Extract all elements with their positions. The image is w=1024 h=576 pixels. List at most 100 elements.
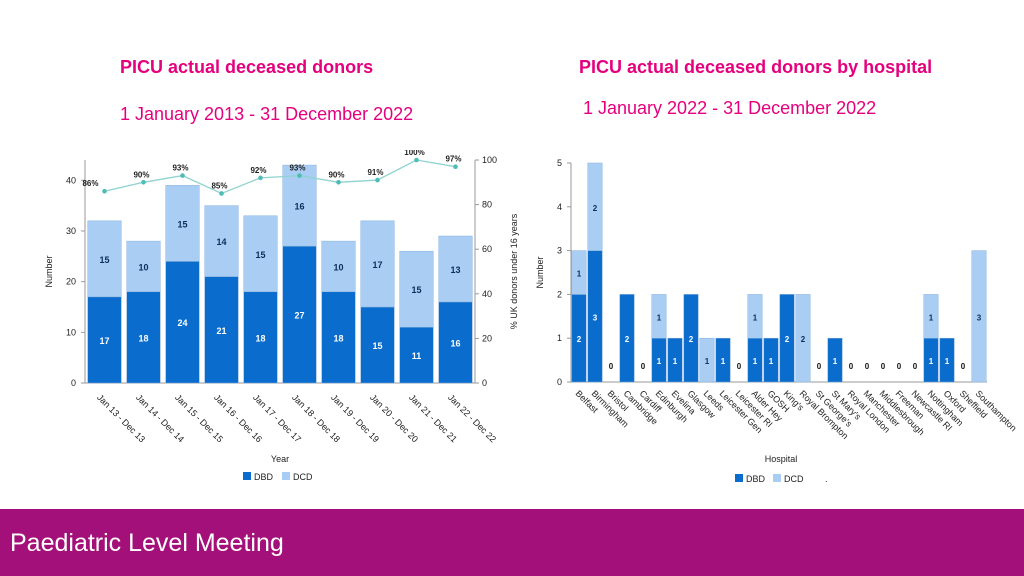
left-legend-dbd-label: DBD [254, 472, 274, 482]
right-bar-dbd [827, 337, 843, 383]
left-percentage-label: 85% [211, 181, 227, 190]
left-bar-dbd [438, 301, 473, 384]
right-bar-dcd-label: 2 [593, 204, 598, 213]
right-legend-dot: . [825, 474, 828, 484]
right-bar-dbd [715, 337, 731, 383]
right-y-tick-label: 5 [557, 158, 562, 168]
right-bar-dbd-label: 0 [913, 362, 918, 371]
left-percentage-point [336, 180, 341, 185]
left-y-tick-label: 10 [66, 327, 76, 337]
left-bar-dcd [165, 185, 200, 262]
left-bar-dcd-label: 10 [333, 262, 343, 272]
left-percentage-point [258, 175, 263, 181]
right-bar-dbd-label: 1 [833, 357, 838, 366]
left-percentage-point [102, 188, 107, 194]
left-bar-dbd-label: 11 [412, 351, 422, 361]
left-percentage-point [141, 180, 146, 185]
left-y2-tick-label: 40 [482, 289, 492, 299]
left-bar-dcd [282, 164, 317, 247]
right-y-axis-title: Number [535, 256, 545, 288]
right-chart-title: PICU actual deceased donors by hospital [579, 57, 933, 77]
left-chart-title: PICU actual deceased donors [120, 57, 374, 77]
left-y2-tick-label: 60 [482, 244, 492, 254]
right-bar-dbd-label: 0 [961, 362, 966, 371]
right-bar-dcd [571, 250, 587, 295]
left-percentage-label: 86% [82, 179, 98, 188]
left-y-tick-label: 20 [66, 277, 76, 287]
left-bar-dcd-label: 14 [216, 237, 226, 247]
right-bar-dbd-label: 2 [785, 335, 790, 344]
right-bar-dbd-label: 0 [817, 362, 822, 371]
left-bar-dbd [360, 306, 395, 384]
left-y2-tick-label: 20 [482, 333, 492, 343]
left-bar-dbd-label: 24 [177, 318, 187, 328]
right-bar-dcd [651, 294, 667, 339]
left-bar-dbd-label: 27 [294, 311, 304, 321]
left-bar-dcd-label: 10 [138, 262, 148, 272]
left-bar-dcd [243, 215, 278, 293]
right-bar-dcd-label: 1 [753, 313, 758, 322]
left-bar-dcd-label: 15 [255, 250, 265, 260]
right-bar-dbd-label: 0 [849, 362, 854, 371]
left-y-axis-title: Number [44, 255, 54, 287]
right-bar-dbd-label: 1 [657, 357, 662, 366]
right-y-tick-label: 2 [557, 289, 562, 299]
right-bar-dcd [923, 294, 939, 339]
left-bar-dbd-label: 17 [99, 336, 109, 346]
left-percentage-label: 90% [133, 170, 149, 179]
left-percentage-line [104, 159, 456, 195]
right-bar-dbd-label: 2 [625, 335, 630, 344]
left-percentage-point [180, 173, 185, 178]
left-bar-dbd-label: 16 [450, 338, 460, 348]
right-bar-dbd-label: 0 [897, 362, 902, 371]
left-percentage-point [297, 173, 302, 178]
left-bar-dbd [87, 296, 122, 384]
left-bar-dbd [243, 291, 278, 384]
left-percentage-label: 90% [328, 170, 344, 179]
left-y2-axis-title: % UK donors under 16 years [509, 213, 519, 329]
left-legend-dcd-swatch [282, 472, 290, 480]
right-y-tick-label: 4 [557, 202, 562, 212]
right-legend-dcd-label: DCD [784, 474, 804, 484]
left-bar-dbd [165, 261, 200, 384]
right-bar-dbd-label: 3 [593, 313, 598, 322]
left-bar-dcd [438, 235, 473, 303]
right-bar-dbd-label: 0 [881, 362, 886, 371]
left-bar-dbd-label: 18 [138, 333, 148, 343]
left-bar-dbd-label: 18 [333, 333, 343, 343]
left-bar-dcd-label: 15 [99, 255, 109, 265]
left-y-tick-label: 40 [66, 175, 76, 185]
left-x-axis-title: Year [271, 454, 289, 464]
left-y2-tick-label: 100 [482, 155, 497, 165]
right-bar-dcd [699, 337, 715, 383]
left-y2-tick-label: 0 [482, 378, 487, 388]
left-percentage-label: 92% [250, 166, 266, 175]
left-bar-dbd [204, 276, 239, 384]
right-bar-dbd [667, 337, 683, 383]
right-legend-dcd-swatch [773, 474, 781, 482]
left-percentage-point [375, 177, 380, 183]
left-y-tick-label: 0 [71, 378, 76, 388]
right-y-tick-label: 0 [557, 377, 562, 387]
right-bar-dbd-label: 1 [721, 357, 726, 366]
right-stacked-bar-chart: 01234521Belfast32Birmingham0Bristol2Camb… [535, 158, 1019, 484]
left-legend-dbd-swatch [243, 472, 251, 480]
right-bar-dbd-label: 0 [609, 362, 614, 371]
left-bar-dbd-label: 21 [216, 326, 226, 336]
left-bar-dcd [204, 205, 239, 277]
left-percentage-label: 91% [367, 168, 383, 177]
footer-title: Paediatric Level Meeting [10, 529, 284, 557]
left-y2-tick-label: 80 [482, 200, 492, 210]
right-bar-dcd-label: 1 [657, 313, 662, 322]
left-bar-dcd [360, 220, 395, 308]
right-bar-dcd-label: 1 [705, 357, 710, 366]
right-bar-dbd-label: 1 [769, 357, 774, 366]
left-bar-dcd-label: 17 [372, 260, 382, 270]
right-bar-dcd [747, 294, 763, 339]
left-bar-dbd [321, 291, 356, 384]
right-bar-dbd-label: 0 [641, 362, 646, 371]
right-bar-dcd [971, 250, 987, 383]
right-bar-dcd-label: 1 [577, 270, 582, 279]
footer-bar: Paediatric Level Meeting [0, 509, 1024, 576]
